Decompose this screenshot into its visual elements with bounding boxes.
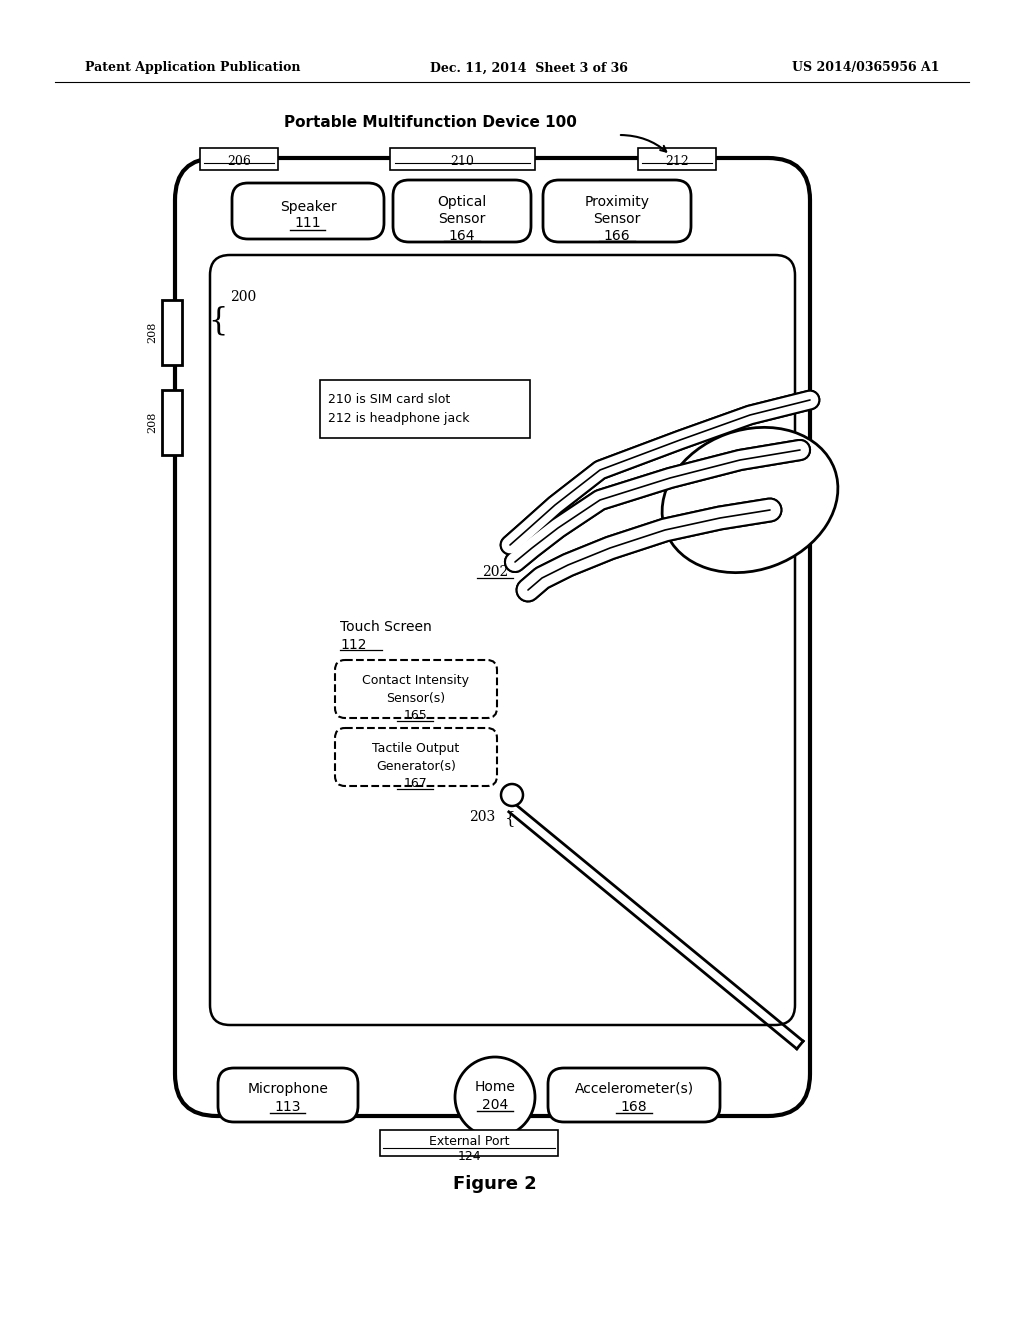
Text: Contact Intensity: Contact Intensity (362, 675, 469, 686)
Text: 210 is SIM card slot: 210 is SIM card slot (328, 393, 451, 407)
Bar (638, 148, 716, 170)
Text: Accelerometer(s): Accelerometer(s) (574, 1082, 693, 1096)
Text: 200: 200 (230, 290, 256, 304)
Text: Dec. 11, 2014  Sheet 3 of 36: Dec. 11, 2014 Sheet 3 of 36 (430, 62, 628, 74)
Text: 202: 202 (482, 565, 508, 579)
Text: Portable Multifunction Device 100: Portable Multifunction Device 100 (284, 115, 577, 129)
FancyBboxPatch shape (218, 1068, 358, 1122)
Text: Touch Screen: Touch Screen (340, 620, 432, 634)
Bar (319, 380, 530, 438)
Text: 113: 113 (274, 1100, 301, 1114)
Text: US 2014/0365956 A1: US 2014/0365956 A1 (793, 62, 940, 74)
Text: 210: 210 (451, 154, 474, 168)
Text: Patent Application Publication: Patent Application Publication (85, 62, 300, 74)
Text: 167: 167 (404, 777, 428, 789)
Text: Microphone: Microphone (248, 1082, 329, 1096)
Text: 208: 208 (147, 412, 157, 433)
Bar (200, 148, 278, 170)
Text: 165: 165 (404, 709, 428, 722)
Text: Optical: Optical (437, 195, 486, 209)
Text: Sensor: Sensor (438, 213, 485, 226)
Text: 124: 124 (457, 1150, 481, 1163)
Text: {: { (208, 305, 227, 337)
Text: 164: 164 (449, 228, 475, 243)
Bar (390, 148, 535, 170)
Text: Proximity: Proximity (585, 195, 649, 209)
Text: Figure 2: Figure 2 (454, 1175, 537, 1193)
Text: 203: 203 (469, 810, 495, 824)
Text: Sensor: Sensor (593, 213, 641, 226)
FancyBboxPatch shape (543, 180, 691, 242)
Text: 168: 168 (621, 1100, 647, 1114)
Circle shape (501, 784, 523, 807)
Bar (162, 389, 182, 455)
Text: 112: 112 (340, 638, 367, 652)
FancyBboxPatch shape (175, 158, 810, 1115)
Text: Speaker: Speaker (280, 201, 336, 214)
Bar (162, 300, 182, 366)
Text: 212 is headphone jack: 212 is headphone jack (328, 412, 469, 425)
FancyBboxPatch shape (393, 180, 531, 242)
Bar (380, 1130, 558, 1156)
Text: Tactile Output: Tactile Output (373, 742, 460, 755)
Text: 204: 204 (482, 1098, 508, 1111)
FancyBboxPatch shape (335, 729, 497, 785)
Text: 166: 166 (604, 228, 631, 243)
FancyBboxPatch shape (548, 1068, 720, 1122)
Text: 208: 208 (147, 321, 157, 343)
Text: 111: 111 (295, 216, 322, 230)
Text: {: { (505, 810, 515, 828)
Text: 212: 212 (666, 154, 689, 168)
FancyBboxPatch shape (335, 660, 497, 718)
Ellipse shape (663, 428, 838, 573)
Text: Sensor(s): Sensor(s) (386, 692, 445, 705)
Text: Generator(s): Generator(s) (376, 760, 456, 774)
FancyBboxPatch shape (210, 255, 795, 1026)
Text: External Port: External Port (429, 1135, 509, 1148)
Text: Home: Home (474, 1080, 515, 1094)
Circle shape (455, 1057, 535, 1137)
FancyBboxPatch shape (232, 183, 384, 239)
Text: 206: 206 (227, 154, 251, 168)
